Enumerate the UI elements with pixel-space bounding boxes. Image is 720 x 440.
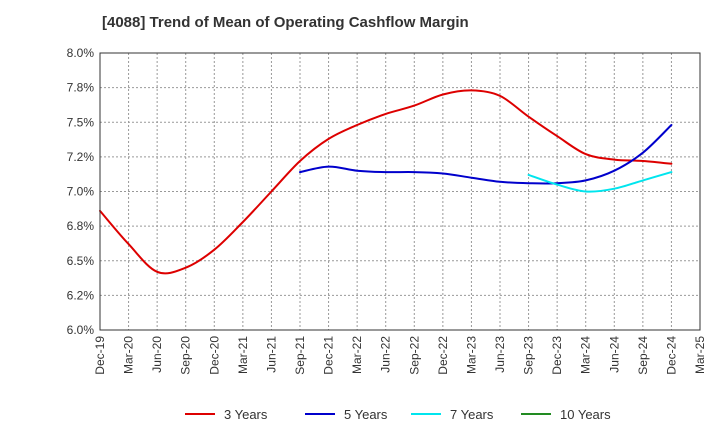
legend: 3 Years 5 Years 7 Years 10 Years [185, 407, 611, 422]
x-tick-label: Sep-21 [293, 336, 307, 375]
legend-label: 3 Years [224, 407, 268, 422]
y-tick-label: 6.8% [67, 219, 95, 233]
y-tick-label: 7.0% [67, 185, 95, 199]
legend-label: 10 Years [560, 407, 611, 422]
y-tick-label: 7.2% [67, 150, 95, 164]
series-lines [99, 89, 673, 275]
x-tick-label: Mar-21 [236, 336, 250, 374]
x-tick-label: Dec-23 [550, 336, 564, 375]
x-tick-label: Dec-21 [322, 336, 336, 375]
x-tick-label: Dec-19 [93, 336, 107, 375]
x-tick-label: Mar-24 [579, 336, 593, 374]
x-tick-label: Jun-23 [493, 336, 507, 373]
x-axis-ticks: Dec-19 Mar-20 Jun-20 Sep-20 Dec-20 Mar-21 Jun-… [93, 336, 707, 375]
y-tick-label: 7.8% [67, 81, 95, 95]
x-tick-label: Mar-25 [693, 336, 707, 374]
plot-border [99, 52, 701, 331]
y-tick-label: 6.2% [67, 288, 95, 302]
x-tick-label: Dec-22 [436, 336, 450, 375]
legend-label: 7 Years [450, 407, 494, 422]
x-tick-label: Jun-24 [607, 336, 621, 373]
y-tick-label: 7.5% [67, 115, 95, 129]
x-tick-label: Mar-23 [464, 336, 478, 374]
x-tick-label: Sep-24 [636, 336, 650, 375]
chart-title: [4088] Trend of Mean of Operating Cashfl… [102, 14, 469, 31]
y-axis-ticks: 6.0% 6.2% 6.5% 6.8% 7.0% 7.2% 7.5% 7.8% 8.0% [67, 46, 95, 337]
x-tick-label: Sep-23 [522, 336, 536, 375]
y-tick-label: 8.0% [67, 46, 95, 60]
x-tick-label: Sep-20 [179, 336, 193, 375]
series-line-7-years [527, 171, 673, 193]
y-tick-label: 6.0% [67, 323, 95, 337]
y-tick-label: 6.5% [67, 254, 95, 268]
x-tick-label: Jun-20 [150, 336, 164, 373]
x-tick-label: Mar-20 [122, 336, 136, 374]
x-tick-label: Sep-22 [407, 336, 421, 375]
series-line-3-years [99, 89, 673, 275]
x-tick-label: Dec-24 [664, 336, 678, 375]
x-tick-label: Jun-21 [264, 336, 278, 373]
x-tick-label: Dec-20 [207, 336, 221, 375]
x-tick-label: Jun-22 [379, 336, 393, 373]
series-line-5-years [299, 124, 673, 185]
legend-label: 5 Years [344, 407, 388, 422]
x-tick-label: Mar-22 [350, 336, 364, 374]
